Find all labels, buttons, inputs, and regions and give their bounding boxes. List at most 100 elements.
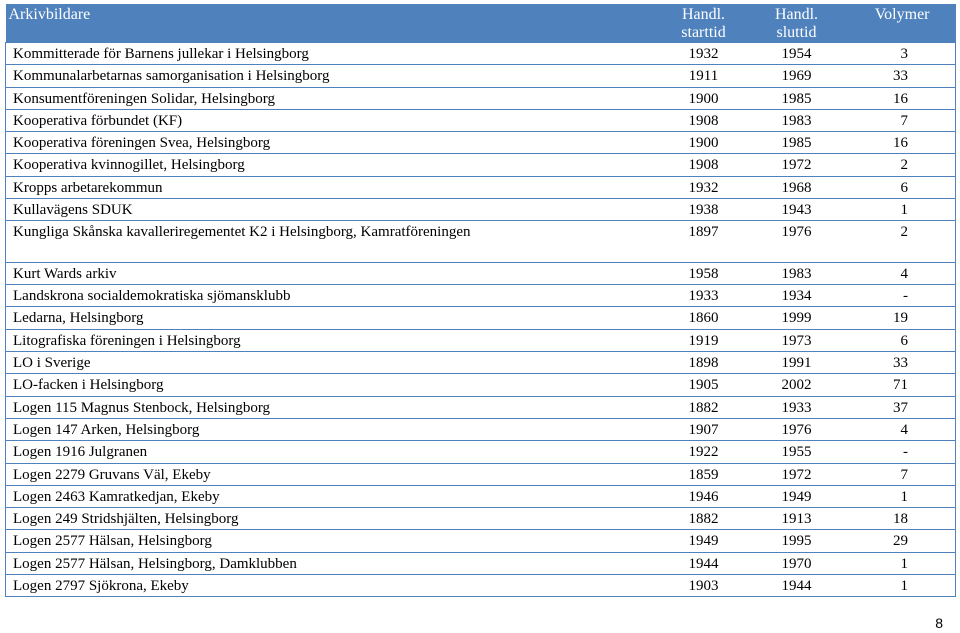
cell-start: 1944 bbox=[657, 552, 750, 576]
cell-volumes: 19 bbox=[843, 306, 956, 330]
cell-volumes: 4 bbox=[843, 262, 956, 286]
cell-volumes: 29 bbox=[843, 529, 956, 553]
cell-volumes: 37 bbox=[843, 396, 956, 419]
cell-volumes: 4 bbox=[843, 418, 956, 442]
cell-name: Logen 2577 Hälsan, Helsingborg, Damklubb… bbox=[5, 552, 658, 576]
cell-name: Kurt Wards arkiv bbox=[5, 262, 658, 286]
cell-end: 1976 bbox=[749, 418, 844, 442]
cell-end: 1995 bbox=[749, 529, 844, 553]
table-row: Kungliga Skånska kavalleriregementet K2 … bbox=[5, 220, 956, 263]
cell-end: 1991 bbox=[749, 351, 844, 375]
cell-name: Logen 2797 Sjökrona, Ekeby bbox=[5, 574, 658, 598]
cell-name: Logen 2279 Gruvans Väl, Ekeby bbox=[5, 463, 658, 486]
cell-start: 1898 bbox=[657, 351, 750, 375]
cell-volumes: 2 bbox=[843, 153, 956, 177]
table-row: LO-facken i Helsingborg 1905 2002 71 bbox=[5, 373, 956, 397]
cell-name: Kungliga Skånska kavalleriregementet K2 … bbox=[5, 220, 658, 263]
cell-name: Logen 249 Stridshjälten, Helsingborg bbox=[5, 507, 658, 531]
cell-start: 1900 bbox=[657, 131, 750, 155]
cell-name: Logen 1916 Julgranen bbox=[5, 440, 658, 464]
cell-start: 1946 bbox=[657, 485, 750, 509]
cell-start: 1908 bbox=[657, 109, 750, 133]
cell-volumes: 71 bbox=[843, 373, 956, 397]
cell-end: 1934 bbox=[749, 284, 844, 308]
cell-start: 1911 bbox=[657, 64, 750, 88]
cell-start: 1900 bbox=[657, 87, 750, 110]
archive-table-container: Arkivbildare Handl. starttid Handl. slut… bbox=[5, 4, 956, 598]
table-row: Kullavägens SDUK 1938 1943 1 bbox=[5, 198, 956, 222]
cell-name: Logen 115 Magnus Stenbock, Helsingborg bbox=[5, 396, 658, 419]
cell-start: 1882 bbox=[657, 507, 750, 531]
table-row: Logen 1916 Julgranen 1922 1955- bbox=[5, 440, 956, 464]
table-row: LO i Sverige 1898 1991 33 bbox=[5, 351, 956, 375]
archive-table: Arkivbildare Handl. starttid Handl. slut… bbox=[5, 4, 956, 598]
table-row: Logen 2577 Hälsan, Helsingborg 1949 1995 29 bbox=[5, 529, 956, 553]
cell-end: 1983 bbox=[749, 262, 844, 286]
table-row: Litografiska föreningen i Helsingborg 191… bbox=[5, 329, 956, 353]
table-row: Logen 115 Magnus Stenbock, Helsingborg 18… bbox=[5, 396, 956, 419]
page-number: 8 bbox=[935, 615, 943, 631]
cell-start: 1932 bbox=[657, 42, 750, 66]
cell-start: 1919 bbox=[657, 329, 750, 353]
cell-start: 1897 bbox=[657, 220, 750, 263]
cell-start: 1905 bbox=[657, 373, 750, 397]
cell-end: 1943 bbox=[749, 198, 844, 222]
table-row: Landskrona socialdemokratiska sjömansklu… bbox=[5, 284, 956, 308]
table-row: Kommunalarbetarnas samorganisation i Hel… bbox=[5, 64, 956, 88]
table-row: Kommitterade för Barnens jullekar i Hels… bbox=[5, 42, 956, 66]
cell-name: Logen 2577 Hälsan, Helsingborg bbox=[5, 529, 658, 553]
cell-start: 1958 bbox=[657, 262, 750, 286]
cell-volumes: 1 bbox=[843, 552, 956, 576]
cell-name: Konsumentföreningen Solidar, Helsingborg bbox=[5, 87, 658, 110]
cell-volumes: 6 bbox=[843, 176, 956, 200]
cell-volumes: 7 bbox=[843, 109, 956, 133]
cell-end: 1949 bbox=[749, 485, 844, 509]
cell-start: 1860 bbox=[657, 306, 750, 330]
cell-end: 1983 bbox=[749, 109, 844, 133]
cell-volumes: 1 bbox=[843, 574, 956, 598]
cell-name: Kommitterade för Barnens jullekar i Hels… bbox=[5, 42, 658, 66]
header-volumes: Volymer bbox=[843, 4, 956, 43]
cell-volumes: 18 bbox=[843, 507, 956, 531]
table-row: Logen 2279 Gruvans Väl, Ekeby 1859 1972 7 bbox=[5, 463, 956, 486]
table-row: Kooperativa förbundet (KF) 1908 1983 7 bbox=[5, 109, 956, 133]
cell-start: 1859 bbox=[657, 463, 750, 486]
table-row: Kropps arbetarekommun 1932 1968 6 bbox=[5, 176, 956, 200]
cell-volumes: 1 bbox=[843, 485, 956, 509]
table-row: Logen 147 Arken, Helsingborg 1907 1976 4 bbox=[5, 418, 956, 442]
cell-end: 1933 bbox=[749, 396, 844, 419]
cell-name: Kropps arbetarekommun bbox=[5, 176, 658, 200]
cell-volumes: 16 bbox=[843, 131, 956, 155]
cell-end: 1976 bbox=[749, 220, 844, 263]
cell-end: 1969 bbox=[749, 64, 844, 88]
cell-name: Kullavägens SDUK bbox=[5, 198, 658, 222]
cell-name: Ledarna, Helsingborg bbox=[5, 306, 658, 330]
cell-volumes: 33 bbox=[843, 64, 956, 88]
header-row: Arkivbildare Handl. starttid Handl. slut… bbox=[5, 4, 956, 43]
cell-name: Landskrona socialdemokratiska sjömansklu… bbox=[5, 284, 658, 308]
cell-name: Litografiska föreningen i Helsingborg bbox=[5, 329, 658, 353]
cell-name: Kooperativa förbundet (KF) bbox=[5, 109, 658, 133]
cell-volumes: 6 bbox=[843, 329, 956, 353]
cell-start: 1933 bbox=[657, 284, 750, 308]
header-arkivbildare: Arkivbildare bbox=[5, 4, 658, 43]
cell-end: 1973 bbox=[749, 329, 844, 353]
cell-end: 1999 bbox=[749, 306, 844, 330]
cell-end: 1970 bbox=[749, 552, 844, 576]
cell-end: 2002 bbox=[749, 373, 844, 397]
table-row: Logen 2577 Hälsan, Helsingborg, Damklubb… bbox=[5, 552, 956, 576]
cell-volumes: 33 bbox=[843, 351, 956, 375]
cell-end: 1913 bbox=[749, 507, 844, 531]
cell-start: 1903 bbox=[657, 574, 750, 598]
cell-start: 1932 bbox=[657, 176, 750, 200]
cell-volumes: 16 bbox=[843, 87, 956, 110]
cell-end: 1985 bbox=[749, 87, 844, 110]
cell-start: 1882 bbox=[657, 396, 750, 419]
header-start: Handl. starttid bbox=[657, 4, 750, 43]
table-row: Ledarna, Helsingborg 1860 1999 19 bbox=[5, 306, 956, 330]
cell-volumes: - bbox=[843, 284, 956, 308]
cell-end: 1972 bbox=[749, 463, 844, 486]
table-body: Kommitterade för Barnens jullekar i Hels… bbox=[5, 42, 956, 598]
cell-name: LO i Sverige bbox=[5, 351, 658, 375]
cell-start: 1922 bbox=[657, 440, 750, 464]
